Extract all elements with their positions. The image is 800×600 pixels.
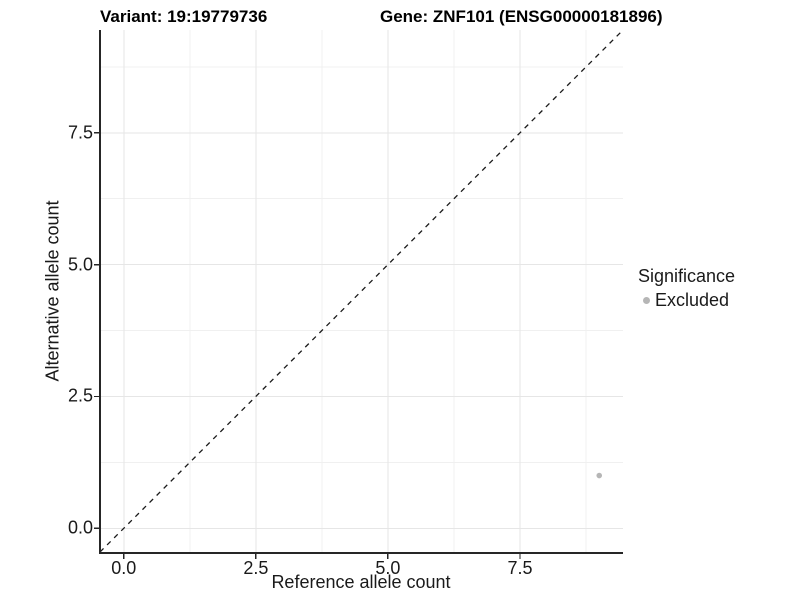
data-point: [596, 472, 603, 479]
y-tick-label: 0.0: [67, 517, 93, 538]
plot-title-gene: Gene: ZNF101 (ENSG00000181896): [380, 7, 663, 26]
legend-entry: Excluded: [638, 290, 735, 311]
x-axis-title: Reference allele count: [271, 572, 451, 592]
y-tick-label: 7.5: [67, 122, 93, 143]
x-tick-label: 5.0: [375, 558, 401, 578]
x-tick-label: 2.5: [243, 558, 269, 578]
y-tick-label: 2.5: [67, 385, 93, 406]
y-tick-label: 5.0: [67, 254, 93, 275]
legend-key-dot-icon: [643, 297, 650, 304]
x-tick-label: 0.0: [111, 558, 137, 578]
legend: Significance Excluded: [638, 266, 735, 311]
x-tick-label: 7.5: [507, 558, 533, 578]
y-axis-title: Alternative allele count: [42, 200, 63, 382]
legend-entry-label: Excluded: [655, 290, 730, 310]
legend-title: Significance: [638, 266, 736, 286]
plot-title-variant: Variant: 19:19779736: [100, 7, 268, 26]
